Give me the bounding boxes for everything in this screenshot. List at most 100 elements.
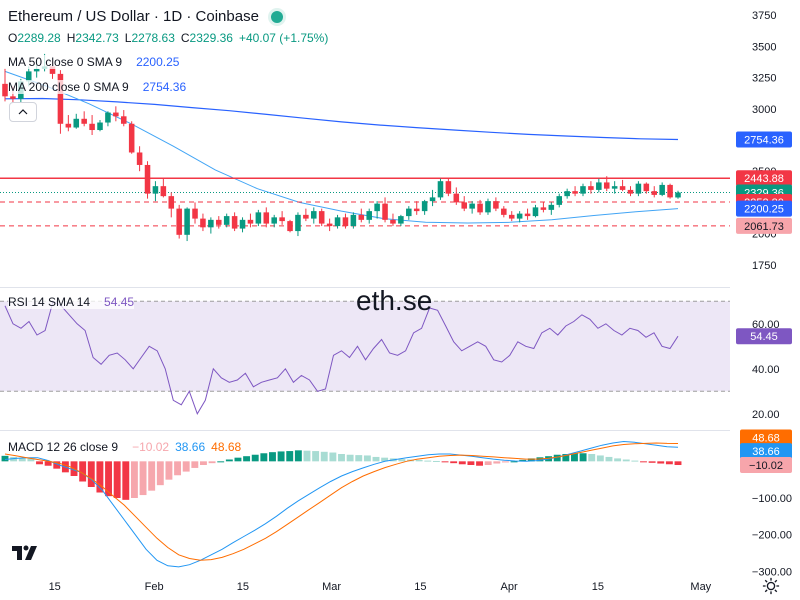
macd-histogram-bar bbox=[225, 459, 233, 462]
rsi-band bbox=[0, 301, 730, 392]
macd-histogram-bar bbox=[674, 461, 682, 466]
candle-body bbox=[382, 203, 388, 220]
candle-body bbox=[477, 203, 483, 213]
macd-histogram-bar bbox=[622, 459, 630, 462]
time-tick-label: Apr bbox=[501, 581, 518, 593]
candle-body bbox=[49, 66, 56, 74]
macd-histogram-bar bbox=[251, 454, 259, 462]
candle-body bbox=[113, 112, 119, 117]
candle-body bbox=[366, 211, 372, 220]
candle-body bbox=[295, 214, 301, 232]
candle-body bbox=[437, 181, 444, 198]
rsi-pane[interactable] bbox=[0, 300, 730, 415]
candle-body bbox=[2, 83, 8, 97]
candle-body bbox=[334, 217, 341, 227]
candle-body bbox=[524, 213, 531, 217]
symbol-title[interactable]: Ethereum / US Dollar · 1D · Coinbase bbox=[8, 8, 259, 25]
watermark-text: eth.se bbox=[356, 285, 433, 316]
macd-label[interactable]: MACD 12 26 close 9 bbox=[8, 440, 119, 454]
candle-body bbox=[255, 212, 262, 224]
macd-badge-label: 48.68 bbox=[752, 432, 780, 444]
macd-histogram-bar bbox=[381, 457, 389, 462]
market-status-icon[interactable] bbox=[270, 10, 283, 23]
macd-histogram-bar bbox=[493, 461, 501, 464]
rsi-badge bbox=[736, 328, 792, 345]
macd-histogram-bar bbox=[199, 461, 207, 465]
macd-histogram-bar bbox=[631, 460, 639, 462]
macd-histogram-bar bbox=[648, 461, 656, 463]
candle-body bbox=[508, 214, 515, 219]
macd-histogram-bar bbox=[156, 461, 164, 486]
candle-body bbox=[57, 73, 64, 124]
macd-histogram-bar bbox=[182, 461, 190, 472]
macd-histogram-bar bbox=[476, 461, 484, 466]
candle-body bbox=[485, 201, 491, 213]
macd-histogram-bar bbox=[18, 457, 26, 462]
ma50-label[interactable]: MA 50 close 0 SMA 9 bbox=[8, 55, 123, 69]
macd-histogram-bar bbox=[614, 458, 622, 462]
macd-histogram-bar bbox=[450, 461, 458, 464]
candle-body bbox=[596, 182, 602, 190]
rsi-tick-label: 40.00 bbox=[752, 364, 780, 376]
candle-body bbox=[532, 207, 539, 217]
macd-histogram-bar bbox=[269, 452, 276, 462]
candle-body bbox=[421, 201, 428, 212]
macd-histogram-bar bbox=[96, 461, 104, 493]
candle-body bbox=[176, 208, 182, 235]
macd-histogram-bar bbox=[571, 453, 578, 462]
rsi-label[interactable]: RSI 14 SMA 14 bbox=[8, 295, 91, 309]
macd-histogram-bar bbox=[27, 458, 35, 462]
candle-body bbox=[469, 203, 475, 209]
candle-body bbox=[65, 123, 72, 128]
candle-body bbox=[350, 214, 357, 227]
ma200-legend[interactable]: MA 200 close 0 SMA 9 2754.36 bbox=[8, 80, 187, 94]
price-tick-label: 3250 bbox=[752, 73, 776, 85]
gear-icon[interactable] bbox=[762, 577, 780, 595]
macd-histogram-bar bbox=[432, 460, 440, 462]
macd-histogram-bar bbox=[105, 461, 112, 497]
candle-body bbox=[461, 202, 467, 209]
price-badge-ma200 bbox=[736, 131, 792, 148]
tradingview-logo-icon[interactable] bbox=[10, 540, 40, 562]
ohlc-row: O2289.28 H2342.73 L2278.63 C2329.36 +40.… bbox=[8, 31, 329, 45]
macd-pane[interactable] bbox=[1, 440, 682, 568]
candle-body bbox=[128, 123, 135, 153]
ma50-line bbox=[4, 70, 679, 224]
macd-signal-line bbox=[4, 442, 679, 561]
price-rsi-divider bbox=[0, 287, 730, 288]
macd-histogram-bar bbox=[441, 461, 449, 463]
macd-histogram-bar bbox=[346, 454, 354, 462]
candle-body bbox=[675, 192, 681, 198]
price-tick-label: 1750 bbox=[752, 260, 776, 272]
ma50-legend[interactable]: MA 50 close 0 SMA 9 2200.25 bbox=[8, 55, 180, 69]
ma200-label[interactable]: MA 200 close 0 SMA 9 bbox=[8, 80, 129, 94]
rsi-macd-divider bbox=[0, 430, 730, 431]
macd-histogram-bar bbox=[122, 461, 130, 500]
ma50-value: 2200.25 bbox=[136, 55, 180, 69]
candle-body bbox=[453, 193, 460, 203]
macd-histogram-bar bbox=[562, 454, 570, 462]
macd-badge-label: 38.66 bbox=[752, 446, 780, 458]
high-label: H bbox=[66, 31, 76, 45]
macd-histogram-bar bbox=[148, 461, 156, 491]
candle-body bbox=[374, 203, 380, 212]
macd-histogram-bar bbox=[139, 461, 147, 496]
macd-histogram-bar bbox=[596, 455, 604, 462]
macd-histogram-bar bbox=[553, 454, 561, 462]
macd-histogram-bar bbox=[10, 456, 18, 462]
rsi-legend[interactable]: RSI 14 SMA 14 54.45 bbox=[8, 295, 135, 309]
candle-body bbox=[279, 217, 285, 222]
symbol-title-row[interactable]: Ethereum / US Dollar · 1D · Coinbase bbox=[8, 8, 283, 25]
candle-body bbox=[216, 219, 222, 225]
macd-legend[interactable]: MACD 12 26 close 9 −10.02 38.66 48.68 bbox=[8, 440, 242, 454]
candle-body bbox=[160, 186, 167, 197]
macd-line-value: 38.66 bbox=[175, 440, 206, 454]
collapse-legend-button[interactable] bbox=[9, 102, 37, 122]
price-badge-ma50 bbox=[736, 200, 792, 217]
candle-body bbox=[25, 71, 32, 82]
macd-histogram-bar bbox=[510, 461, 518, 463]
axes: 1750200022502500275030003250350037502754… bbox=[49, 10, 792, 593]
macd-histogram-bar bbox=[527, 458, 535, 462]
macd-histogram-bar bbox=[665, 461, 673, 465]
